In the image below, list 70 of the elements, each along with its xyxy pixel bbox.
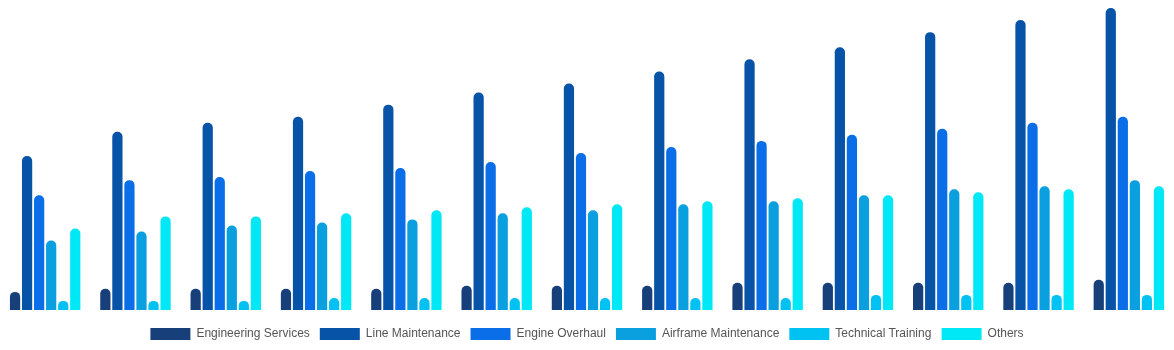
bar: [473, 92, 484, 310]
bar: [949, 189, 960, 310]
legend-label: Airframe Maintenance: [661, 326, 780, 341]
bar: [100, 288, 111, 310]
bar: [913, 282, 924, 310]
bar: [1093, 279, 1104, 310]
bar: [280, 288, 292, 310]
legend-label: Line Maintenance: [365, 326, 461, 341]
bar: [1105, 8, 1116, 310]
bar: [226, 225, 237, 310]
bar: [1153, 186, 1165, 310]
bar: [973, 192, 984, 310]
bar: [1015, 20, 1026, 310]
bar: [214, 177, 225, 310]
bar: [642, 285, 653, 310]
bar: [190, 288, 201, 310]
bar: [292, 116, 304, 310]
bar: [768, 201, 779, 310]
bar: [1129, 180, 1140, 310]
bar: [485, 162, 496, 310]
bar: [822, 282, 833, 310]
bar: [1039, 186, 1050, 310]
bar: [611, 204, 623, 310]
bar: [461, 285, 472, 310]
bar: [1003, 282, 1014, 310]
bar: [575, 152, 587, 310]
bar: [937, 128, 948, 310]
bar: [383, 104, 394, 310]
bar: [34, 195, 45, 310]
bar: [587, 210, 599, 310]
bar: [202, 122, 213, 310]
bar: [1027, 122, 1038, 310]
bar: [846, 134, 858, 310]
bar: [316, 222, 328, 310]
bar: [497, 213, 508, 310]
bar: [792, 198, 803, 310]
bar: [304, 171, 316, 310]
bar: [925, 32, 936, 310]
bar: [46, 240, 57, 310]
bar: [1117, 116, 1128, 310]
bar: [431, 210, 442, 310]
bar: [124, 180, 135, 310]
bar: [654, 71, 665, 310]
bar: [1063, 189, 1074, 310]
bar: [341, 213, 352, 310]
legend-label: Technical Training: [835, 326, 932, 341]
bar: [551, 285, 563, 310]
legend-label: Others: [987, 326, 1024, 341]
bar: [112, 131, 123, 310]
bar: [834, 47, 845, 310]
bar: [756, 140, 767, 310]
bar: [371, 288, 382, 310]
bar: [160, 216, 171, 310]
bar: [678, 204, 689, 310]
bar: [21, 155, 33, 310]
bar: [250, 216, 261, 310]
bar: [882, 195, 894, 310]
bar: [395, 168, 406, 310]
bar: [732, 282, 743, 310]
bar: [744, 59, 755, 310]
bar: [136, 231, 147, 310]
legend-label: Engine Overhaul: [516, 326, 606, 341]
bar: [858, 195, 870, 310]
bar: [666, 146, 677, 310]
bar: [563, 83, 575, 310]
bar: [70, 228, 81, 310]
legend-label: Engineering Services: [196, 326, 310, 341]
bar: [702, 201, 713, 310]
bar: [521, 207, 532, 310]
bar: [407, 219, 418, 310]
